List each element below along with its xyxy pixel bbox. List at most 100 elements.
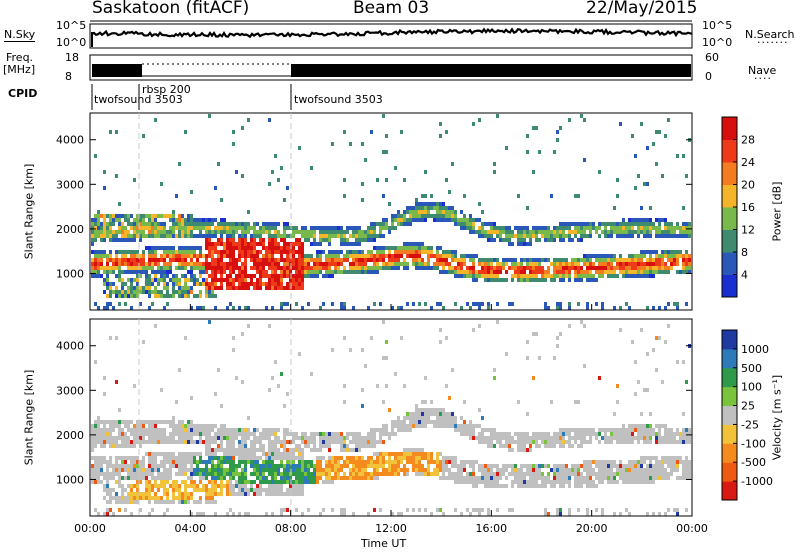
- power-cell: [388, 258, 391, 262]
- velocity-cell: [454, 424, 457, 428]
- velocity-cell: [640, 432, 643, 436]
- power-cell: [223, 250, 226, 254]
- velocity-cell: [187, 456, 190, 460]
- velocity-cell: [301, 452, 304, 456]
- power-cell: [508, 226, 511, 230]
- velocity-cell: [439, 340, 442, 344]
- power-cell: [679, 234, 682, 238]
- velocity-cell: [520, 432, 523, 436]
- velocity-cell: [295, 476, 298, 480]
- velocity-cell: [616, 428, 619, 432]
- power-cell: [109, 226, 112, 230]
- velocity-cell: [322, 508, 325, 512]
- velocity-cell: [259, 464, 262, 468]
- power-cell: [286, 262, 289, 266]
- power-cell: [298, 278, 301, 282]
- power-cell: [577, 262, 580, 266]
- power-cell: [337, 262, 340, 266]
- velocity-cell: [193, 452, 196, 456]
- velocity-cell: [217, 484, 220, 488]
- power-cell: [397, 210, 400, 214]
- velocity-cell: [205, 476, 208, 480]
- velocity-cell: [91, 444, 94, 448]
- power-cell: [202, 282, 205, 286]
- velocity-cell: [118, 436, 121, 440]
- velocity-cell: [148, 480, 151, 484]
- power-cell: [232, 262, 235, 266]
- velocity-colorbar-swatch: [722, 481, 737, 501]
- power-cell: [193, 262, 196, 266]
- power-cell: [118, 290, 121, 294]
- power-cell: [490, 226, 493, 230]
- power-cell: [418, 214, 421, 218]
- velocity-cell: [493, 368, 496, 372]
- power-cell: [382, 258, 385, 262]
- velocity-cell: [301, 484, 304, 488]
- velocity-cell: [454, 472, 457, 476]
- velocity-cell: [316, 476, 319, 480]
- velocity-cell: [361, 388, 364, 392]
- power-cell: [553, 150, 556, 154]
- power-cell: [166, 254, 169, 258]
- power-cell: [424, 202, 427, 206]
- velocity-cell: [169, 484, 172, 488]
- velocity-cell: [262, 428, 265, 432]
- velocity-cell: [229, 460, 232, 464]
- velocity-cell: [358, 448, 361, 452]
- velocity-cell: [484, 436, 487, 440]
- velocity-cell: [295, 436, 298, 440]
- power-cell: [403, 214, 406, 218]
- power-cell: [208, 294, 211, 298]
- velocity-cell: [586, 464, 589, 468]
- velocity-cell: [247, 436, 250, 440]
- velocity-cell: [103, 456, 106, 460]
- power-cell: [466, 266, 469, 270]
- power-cell: [139, 218, 142, 222]
- power-cell: [199, 294, 202, 298]
- velocity-cell: [247, 416, 250, 420]
- velocity-cell: [124, 468, 127, 472]
- velocity-cell: [94, 360, 97, 364]
- velocity-cell: [325, 432, 328, 436]
- power-cell: [301, 234, 304, 238]
- velocity-cell: [217, 432, 220, 436]
- power-cell: [526, 262, 529, 266]
- velocity-cell: [313, 480, 316, 484]
- velocity-cell: [334, 436, 337, 440]
- power-cell: [496, 262, 499, 266]
- power-cell: [193, 278, 196, 282]
- power-cell: [568, 278, 571, 282]
- power-cell: [235, 222, 238, 226]
- velocity-cell: [229, 480, 232, 484]
- velocity-cell: [535, 436, 538, 440]
- power-cell: [610, 266, 613, 270]
- power-cell: [100, 254, 103, 258]
- power-cell: [355, 262, 358, 266]
- power-cell: [268, 258, 271, 262]
- power-cell: [625, 258, 628, 262]
- velocity-cell: [187, 452, 190, 456]
- power-cell: [580, 226, 583, 230]
- velocity-cell: [301, 480, 304, 484]
- velocity-cell: [160, 460, 163, 464]
- power-cell: [463, 194, 466, 198]
- velocity-cell: [664, 476, 667, 480]
- velocity-cell: [436, 508, 439, 512]
- power-cell: [298, 266, 301, 270]
- power-cell: [403, 250, 406, 254]
- power-cell: [565, 222, 568, 226]
- power-cell: [424, 170, 427, 174]
- power-cell: [226, 306, 229, 310]
- x-tick-label: 00:00: [74, 522, 106, 535]
- power-cell: [520, 242, 523, 246]
- power-cell: [628, 222, 631, 226]
- power-cell: [172, 234, 175, 238]
- velocity-cell: [148, 420, 151, 424]
- velocity-cell: [406, 428, 409, 432]
- power-cell: [385, 246, 388, 250]
- velocity-cell: [328, 464, 331, 468]
- power-cell: [241, 282, 244, 286]
- power-cell: [322, 226, 325, 230]
- power-cell: [277, 266, 280, 270]
- velocity-cell: [568, 484, 571, 488]
